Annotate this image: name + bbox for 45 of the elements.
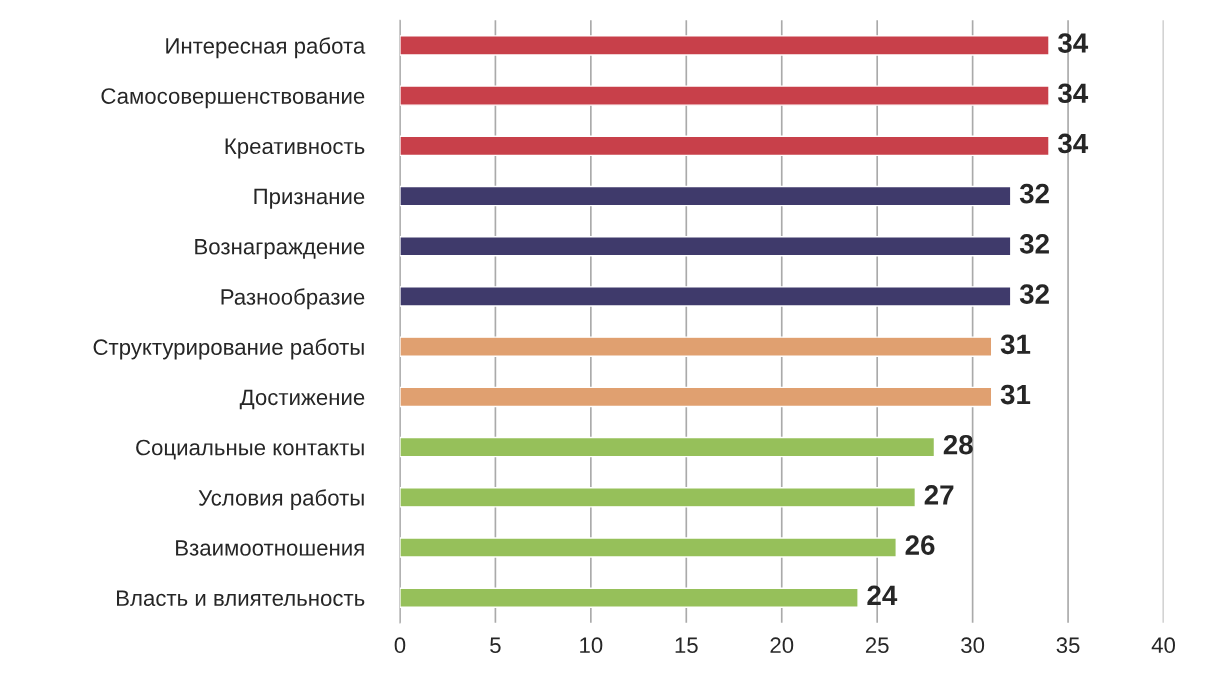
y-tick-label: Условия работы	[198, 489, 364, 511]
bar	[399, 587, 859, 608]
y-tick-label: Структурирование работы	[93, 338, 364, 360]
bar	[399, 135, 1050, 157]
data-label: 34	[1057, 133, 1089, 154]
x-tick-label: 30	[961, 637, 985, 654]
x-tick-label: 25	[865, 637, 889, 654]
data-label: 26	[905, 535, 935, 555]
bar	[399, 35, 1050, 56]
data-label: 32	[1019, 183, 1049, 204]
x-tick-label: 20	[770, 637, 794, 654]
data-label: 31	[1000, 334, 1031, 355]
bar	[399, 286, 1012, 307]
data-label: 34	[1057, 83, 1089, 104]
y-tick-label: Креативность	[225, 138, 365, 159]
y-tick-label: Самосовершенствование	[101, 88, 365, 109]
data-label: 24	[867, 585, 898, 605]
x-tick-label: 40	[1151, 637, 1176, 654]
bar	[399, 185, 1012, 207]
bar	[399, 336, 993, 357]
bar	[399, 85, 1050, 106]
bar	[399, 386, 993, 408]
x-tick-label: 0	[394, 637, 406, 654]
y-tick-label: Интересная работа	[166, 37, 366, 59]
data-label: 32	[1019, 284, 1049, 304]
x-tick-label: 35	[1056, 637, 1080, 654]
data-label: 28	[943, 434, 973, 455]
x-tick-label: 15	[675, 637, 698, 654]
x-tick-label: 5	[490, 637, 501, 654]
y-tick-label: Власть и влиятельность	[117, 590, 365, 607]
y-tick-label: Достижение	[239, 389, 365, 410]
bar	[399, 537, 897, 558]
y-tick-label: Социальные контакты	[136, 439, 364, 460]
bar	[399, 236, 1012, 257]
bar	[399, 436, 936, 458]
data-label: 32	[1019, 234, 1049, 254]
y-tick-label: Вознаграждение	[195, 239, 365, 259]
data-label: 27	[924, 485, 954, 505]
data-label: 31	[1000, 384, 1031, 405]
bar	[399, 487, 917, 508]
y-tick-label: Разнообразие	[221, 288, 365, 310]
y-tick-label: Признание	[254, 188, 365, 209]
x-tick-label: 10	[580, 637, 603, 654]
y-tick-label: Взаимоотношения	[176, 540, 364, 556]
data-label: 34	[1057, 33, 1089, 53]
